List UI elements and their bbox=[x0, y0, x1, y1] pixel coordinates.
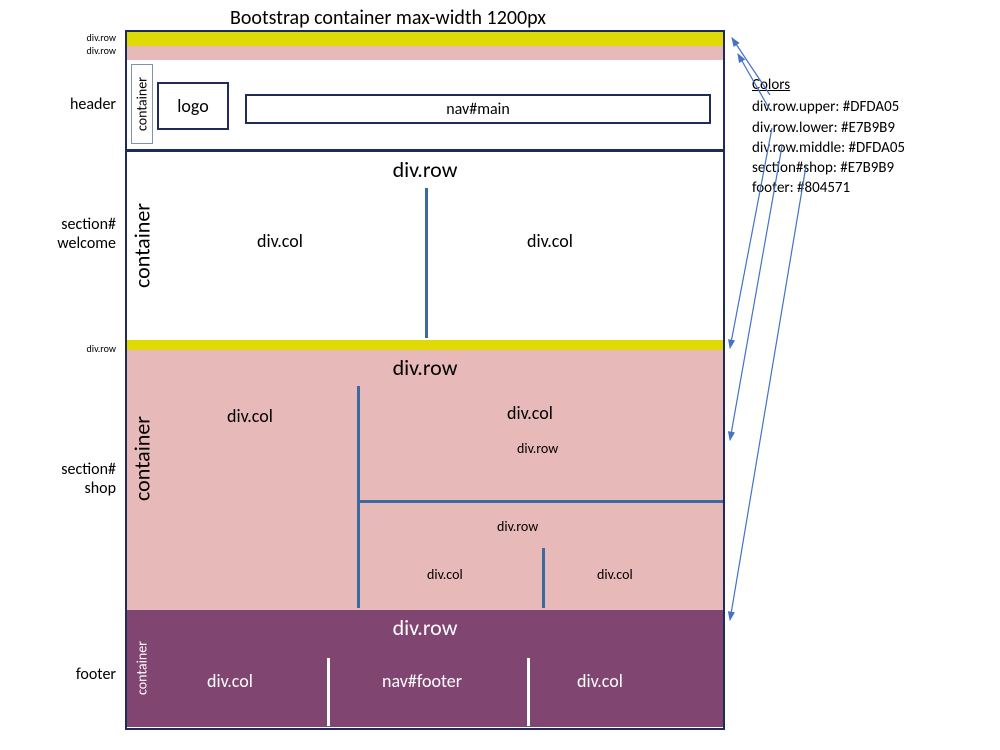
shop-subrow2: div.row bbox=[497, 518, 538, 535]
container-label-header: container bbox=[131, 64, 153, 144]
shop-subcol-left: div.col bbox=[427, 566, 463, 583]
legend-item: div.row.upper: #DFDA05 bbox=[752, 97, 982, 117]
shop-col-left: div.col bbox=[227, 405, 273, 427]
upper-bar bbox=[127, 32, 723, 46]
welcome-col-right: div.col bbox=[527, 230, 573, 252]
legend-item: div.row.middle: #DFDA05 bbox=[752, 138, 982, 158]
legend-item: section#shop: #E7B9B9 bbox=[752, 158, 982, 178]
diagram-frame: container logo nav#main container div.ro… bbox=[125, 30, 725, 730]
legend-item: div.row.lower: #E7B9B9 bbox=[752, 118, 982, 138]
shop-sub-divider bbox=[542, 548, 545, 608]
container-label-footer: container bbox=[131, 614, 153, 722]
legend-title: Colors bbox=[752, 75, 982, 95]
footer-div1 bbox=[327, 658, 330, 726]
label-lower-row: div.row bbox=[6, 44, 116, 57]
shop-hline bbox=[359, 500, 723, 503]
shop-col-right: div.col bbox=[507, 402, 553, 424]
label-footer: footer bbox=[6, 665, 116, 684]
shop-subcol-right: div.col bbox=[597, 566, 633, 583]
middle-bar bbox=[127, 340, 723, 350]
label-shop: section# shop bbox=[6, 460, 116, 498]
logo-box: logo bbox=[157, 82, 229, 130]
legend-item: footer: #804571 bbox=[752, 178, 982, 198]
shop-subrow1: div.row bbox=[517, 440, 558, 457]
lower-bar bbox=[127, 46, 723, 60]
label-middle-row: div.row bbox=[6, 342, 116, 355]
welcome-col-left: div.col bbox=[257, 230, 303, 252]
page-title: Bootstrap container max-width 1200px bbox=[230, 6, 546, 30]
footer-block: container div.row div.col nav#footer div… bbox=[127, 610, 723, 727]
label-header: header bbox=[6, 95, 116, 114]
footer-col-left: div.col bbox=[207, 670, 253, 692]
color-legend: Colors div.row.upper: #DFDA05 div.row.lo… bbox=[752, 75, 982, 199]
nav-main-box: nav#main bbox=[245, 94, 711, 124]
footer-col-right: div.col bbox=[577, 670, 623, 692]
label-welcome: section# welcome bbox=[6, 215, 116, 253]
footer-div2 bbox=[527, 658, 530, 726]
shop-divider-main bbox=[357, 386, 360, 608]
welcome-row-title: div.row bbox=[393, 156, 458, 183]
header-block: container logo nav#main bbox=[127, 60, 723, 152]
shop-row-title: div.row bbox=[393, 354, 458, 381]
container-label-shop: container bbox=[131, 354, 153, 564]
label-upper-row: div.row bbox=[6, 31, 116, 44]
footer-row-title: div.row bbox=[393, 614, 458, 641]
shop-block: container div.row div.col div.col div.ro… bbox=[127, 350, 723, 610]
footer-nav: nav#footer bbox=[382, 670, 462, 692]
welcome-divider bbox=[425, 188, 428, 338]
welcome-block: container div.row div.col div.col bbox=[127, 152, 723, 340]
container-label-welcome: container bbox=[131, 156, 153, 336]
